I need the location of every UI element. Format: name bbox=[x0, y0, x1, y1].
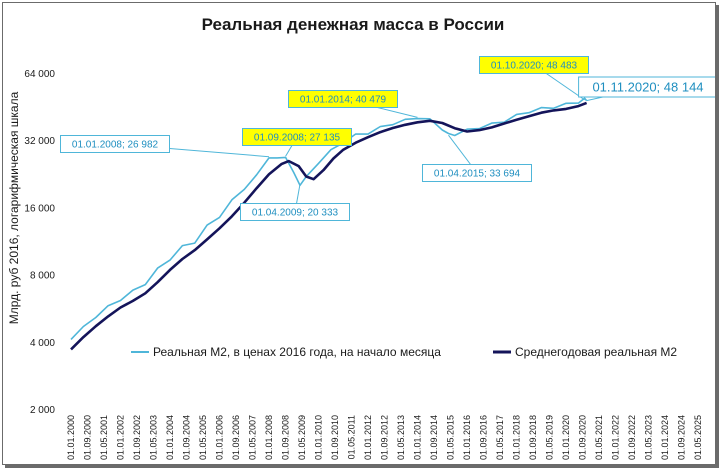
annotation: 01.10.2020; 48 483 bbox=[479, 56, 589, 101]
annotation-label: 01.11.2020; 48 144 bbox=[592, 80, 703, 95]
x-tick-label: 01.09.2016 bbox=[479, 415, 489, 460]
annotation-label: 01.09.2008; 27 135 bbox=[254, 133, 341, 144]
x-tick-label: 01.05.2017 bbox=[495, 415, 505, 460]
annotation-label: 01.04.2015; 33 694 bbox=[434, 169, 521, 180]
x-tick-label: 01.09.2002 bbox=[132, 415, 142, 460]
annotation: 01.04.2009; 20 333 bbox=[240, 184, 350, 221]
x-tick-label: 01.01.2000 bbox=[66, 415, 76, 460]
annotation: 01.01.2014; 40 479 bbox=[288, 90, 418, 118]
y-axis-label: Млрд. руб 2016, логарифмическая шкала bbox=[7, 91, 21, 324]
chart: Реальная денежная масса в России Млрд. р… bbox=[7, 15, 718, 460]
x-tick-label: 01.09.2012 bbox=[380, 415, 390, 460]
series-line-m2 bbox=[70, 97, 588, 340]
annotation: 01.04.2015; 33 694 bbox=[422, 134, 532, 182]
annotation-box bbox=[288, 90, 398, 108]
annotation-label: 01.01.2014; 40 479 bbox=[300, 95, 387, 106]
x-tick-label: 01.09.2000 bbox=[83, 415, 93, 460]
x-tick-label: 01.09.2022 bbox=[627, 415, 637, 460]
x-tick-label: 01.01.2008 bbox=[264, 415, 274, 460]
annotation-label: 01.10.2020; 48 483 bbox=[491, 61, 578, 72]
x-tick-label: 01.05.2011 bbox=[347, 415, 357, 459]
annotation: 01.01.2008; 26 982 bbox=[60, 135, 270, 158]
series-line-average bbox=[70, 101, 588, 351]
x-tick-labels: 01.01.2000 01.09.2000 01.05.2001 01.01.2002… bbox=[66, 415, 703, 460]
x-tick-label: 01.09.2004 bbox=[182, 415, 192, 460]
x-tick-label: 01.09.2020 bbox=[578, 415, 588, 460]
annotation-box bbox=[242, 128, 352, 146]
x-tick-label: 01.01.2012 bbox=[363, 415, 373, 460]
annotation-box bbox=[479, 56, 589, 74]
annotation-box bbox=[422, 164, 532, 182]
y-tick-label: 8 000 bbox=[30, 271, 55, 282]
x-tick-label: 01.09.2008 bbox=[281, 415, 291, 460]
x-tick-label: 01.09.2006 bbox=[231, 415, 241, 460]
annotation-label: 01.01.2008; 26 982 bbox=[72, 140, 159, 151]
x-tick-label: 01.05.2007 bbox=[248, 415, 258, 460]
x-tick-label: 01.05.2019 bbox=[545, 415, 555, 460]
y-tick-label: 64 000 bbox=[24, 69, 55, 80]
x-tick-label: 01.09.2014 bbox=[429, 415, 439, 460]
y-tick-label: 16 000 bbox=[24, 203, 55, 214]
x-tick-label: 01.01.2002 bbox=[116, 415, 126, 460]
annotation: 01.09.2008; 27 135 bbox=[242, 128, 352, 157]
x-tick-label: 01.05.2003 bbox=[149, 415, 159, 460]
legend-label-avg: Среднегодовая реальная М2 bbox=[515, 345, 677, 359]
x-tick-label: 01.09.2010 bbox=[330, 415, 340, 460]
x-tick-label: 01.09.2018 bbox=[528, 415, 538, 460]
x-tick-label: 01.05.2023 bbox=[644, 415, 654, 460]
x-tick-label: 01.05.2009 bbox=[297, 415, 307, 460]
y-tick-label: 2 000 bbox=[30, 405, 55, 416]
x-tick-label: 01.05.2015 bbox=[446, 415, 456, 460]
chart-title: Реальная денежная масса в России bbox=[202, 15, 505, 34]
x-tick-label: 01.09.2024 bbox=[677, 415, 687, 460]
x-tick-label: 01.05.2025 bbox=[693, 415, 703, 460]
annotation-label: 01.04.2009; 20 333 bbox=[252, 208, 339, 219]
x-tick-label: 01.05.2005 bbox=[198, 415, 208, 460]
y-tick-label: 4 000 bbox=[30, 338, 55, 349]
x-tick-label: 01.05.2013 bbox=[396, 415, 406, 460]
annotation-box bbox=[240, 203, 350, 221]
x-tick-label: 01.01.2010 bbox=[314, 415, 324, 460]
annotation-box bbox=[60, 135, 170, 153]
x-tick-label: 01.01.2024 bbox=[660, 415, 670, 460]
legend: Реальная М2, в ценах 2016 года, на начал… bbox=[131, 345, 677, 359]
x-tick-label: 01.05.2001 bbox=[99, 415, 109, 460]
y-tick-label: 32 000 bbox=[24, 136, 55, 147]
x-tick-label: 01.01.2014 bbox=[413, 415, 423, 460]
x-tick-label: 01.01.2022 bbox=[611, 415, 621, 460]
x-tick-label: 01.01.2020 bbox=[561, 415, 571, 460]
annotation: 01.11.2020; 48 144 bbox=[578, 76, 718, 102]
x-tick-label: 01.01.2016 bbox=[462, 415, 472, 460]
x-tick-label: 01.01.2018 bbox=[512, 415, 522, 460]
annotations: 01.01.2008; 26 982 01.09.2008; 27 135 01.0… bbox=[60, 56, 718, 221]
x-tick-label: 01.05.2021 bbox=[594, 415, 604, 460]
legend-label-m2: Реальная М2, в ценах 2016 года, на начал… bbox=[153, 345, 441, 359]
y-tick-labels: 2 000 4 000 8 000 16 000 32 000 64 000 bbox=[24, 69, 55, 416]
x-tick-label: 01.01.2006 bbox=[215, 415, 225, 460]
series-layer bbox=[70, 97, 588, 351]
x-tick-label: 01.01.2004 bbox=[165, 415, 175, 460]
